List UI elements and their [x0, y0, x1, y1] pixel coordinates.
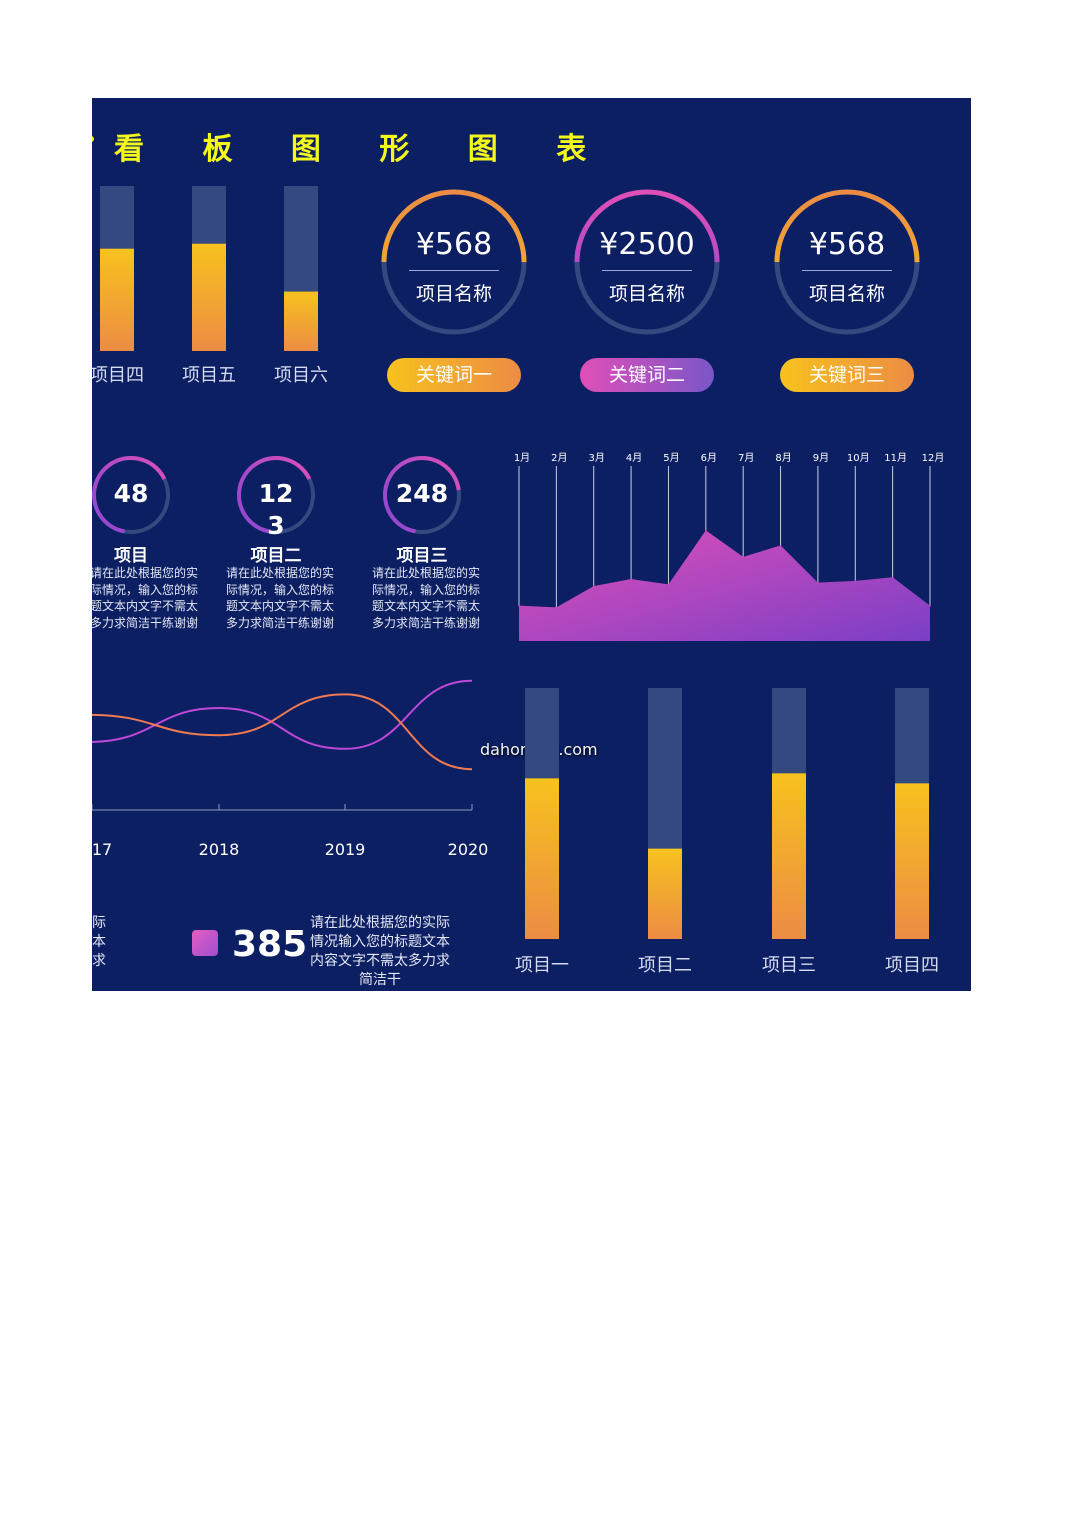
area-point	[929, 604, 931, 607]
bottom-bar	[525, 778, 559, 939]
area-point	[817, 581, 819, 584]
mini-ring-name: 项目三	[396, 546, 448, 566]
area-month-label: 3月	[589, 452, 605, 464]
area-month-label: 2月	[551, 452, 567, 464]
ring-divider	[409, 270, 499, 271]
mini-ring-name: 项目二	[250, 546, 302, 566]
top-bar	[284, 291, 318, 351]
mini-ring-progress	[383, 456, 461, 534]
area-point	[518, 604, 520, 607]
top-bar	[192, 243, 226, 351]
mini-ring-value: 248	[395, 479, 449, 508]
area-month-label: 5月	[663, 452, 679, 464]
bottom-bar-label: 项目三	[762, 955, 816, 976]
monthly-area-chart: 1月 2月 3月 4月 5月 6月 7月 8月 9月 10月 11月 12月	[514, 452, 945, 641]
clipped-description: 际本求	[92, 915, 106, 969]
mini-ring-progress	[237, 456, 315, 534]
area-point	[630, 578, 632, 580]
ring-value: ¥568	[415, 227, 493, 262]
ring-name: 项目名称	[808, 283, 885, 305]
kpi-legend-square	[192, 930, 218, 956]
area-month-label: 11月	[884, 452, 907, 464]
mini-ring-progress	[92, 456, 170, 534]
area-point	[742, 556, 744, 558]
line-year-label: 2020	[448, 840, 489, 859]
mini-ring-description: 请在此处根据您的实际情况，输入您的标题文本内文字不需太多力求简洁干练谢谢	[226, 566, 335, 630]
line-year-label: 2019	[325, 840, 366, 859]
bottom-bar	[648, 848, 682, 939]
area-month-label: 7月	[738, 452, 754, 464]
ring-value: ¥568	[808, 227, 886, 262]
line-year-label: 17	[92, 840, 112, 859]
bottom-bar-label: 项目一	[515, 955, 569, 976]
mini-ring-value: 123	[258, 479, 294, 540]
yearly-line-chart: 17 2018 2019 2020	[92, 679, 489, 859]
mini-ring: 248	[381, 454, 463, 536]
bottom-bar-label: 项目四	[885, 955, 939, 976]
bottom-bar	[772, 773, 806, 939]
area-month-label: 9月	[813, 452, 829, 464]
top-bar-label: 项目六	[274, 365, 328, 386]
mini-ring-name: 项目	[114, 546, 148, 566]
ring-progress	[774, 189, 920, 335]
ring-value: ¥2500	[599, 227, 695, 262]
ring-progress	[574, 189, 720, 335]
top-bar-chart: 项目四 项目五 项目六	[92, 186, 328, 386]
kpi-description: 请在此处根据您的实际情况输入您的标题文本内容文字不需太多力求简洁干	[310, 915, 450, 988]
area-point	[555, 606, 558, 609]
mini-ring-value: 48	[113, 479, 149, 508]
area-month-label: 4月	[626, 452, 642, 464]
price-ring: ¥2500 项目名称	[572, 187, 722, 337]
ring-name: 项目名称	[608, 283, 685, 305]
keyword-pill[interactable]: 关键词二	[580, 358, 714, 392]
top-bar-label: 项目五	[182, 365, 236, 386]
ring-divider	[602, 270, 692, 271]
dashboard-board: 看 板 图 形 图 表 项目四 项目五 项目六 ¥568 项目名称关键词一 ¥2500 项…	[92, 98, 971, 991]
area-point	[592, 585, 595, 587]
mini-ring: 123	[235, 454, 317, 540]
bottom-bar-label: 项目二	[638, 955, 692, 976]
title-bullet	[92, 136, 94, 142]
keyword-pill[interactable]: 关键词三	[780, 358, 914, 392]
area-point	[854, 580, 857, 582]
mini-ring-description: 请在此处根据您的实际情况，输入您的标题文本内文字不需太多力求简洁干练谢谢	[372, 566, 481, 630]
mini-ring: 48	[92, 454, 172, 536]
bottom-bar-chart: 项目一 项目二 项目三 项目四	[515, 688, 939, 976]
area-month-label: 10月	[847, 452, 870, 464]
page-title: 看 板 图 形 图 表	[114, 132, 611, 167]
area-point	[667, 583, 670, 586]
area-month-label: 8月	[775, 452, 791, 464]
area-point	[891, 576, 894, 579]
ring-progress	[381, 189, 527, 335]
line-series	[92, 693, 473, 771]
ring-divider	[802, 270, 892, 271]
keyword-pill[interactable]: 关键词一	[387, 358, 521, 392]
area-fill	[519, 530, 930, 641]
kpi-value: 385	[232, 924, 308, 965]
area-point	[779, 544, 782, 547]
price-ring: ¥568 项目名称	[772, 187, 922, 337]
top-bar	[100, 248, 134, 351]
top-bar-label: 项目四	[92, 365, 144, 386]
area-month-label: 12月	[922, 452, 945, 464]
ring-name: 项目名称	[415, 283, 492, 305]
area-month-label: 6月	[701, 452, 717, 464]
price-ring: ¥568 项目名称	[379, 187, 529, 337]
area-month-label: 1月	[514, 452, 530, 464]
line-year-label: 2018	[199, 840, 240, 859]
bottom-bar	[895, 783, 929, 939]
mini-ring-description: 请在此处根据您的实际情况，输入您的标题文本内文字不需太多力求简洁干练谢谢	[92, 566, 199, 630]
area-point	[705, 529, 707, 532]
